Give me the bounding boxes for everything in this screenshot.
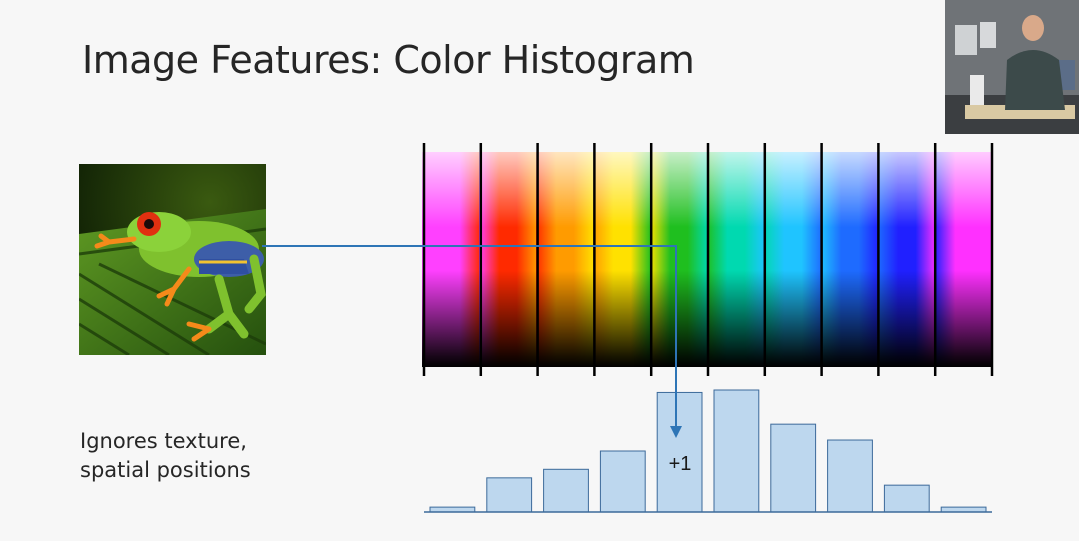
frog-illustration <box>79 164 266 355</box>
caption: Ignores texture, spatial positions <box>80 427 251 485</box>
speaker-webcam <box>945 0 1079 134</box>
caption-line-2: spatial positions <box>80 458 251 482</box>
histogram-bar <box>713 389 760 513</box>
histogram-bar <box>599 450 646 513</box>
pixel-to-bin-arrow <box>262 245 677 428</box>
histogram-bar <box>656 391 703 513</box>
histogram-bar <box>486 477 533 513</box>
histogram-bar <box>770 423 817 513</box>
bin-dividers <box>422 143 994 376</box>
slide-title: Image Features: Color Histogram <box>82 38 695 82</box>
histogram-bars <box>429 389 987 513</box>
frog-image <box>79 164 266 355</box>
histogram-bar <box>883 484 930 513</box>
increment-label: +1 <box>669 453 692 475</box>
histogram-bar <box>827 439 873 513</box>
lecturer-webcam-thumbnail <box>945 0 1079 134</box>
histogram-bar <box>543 468 589 513</box>
caption-line-1: Ignores texture, <box>80 429 247 453</box>
arrow-head <box>670 426 682 438</box>
